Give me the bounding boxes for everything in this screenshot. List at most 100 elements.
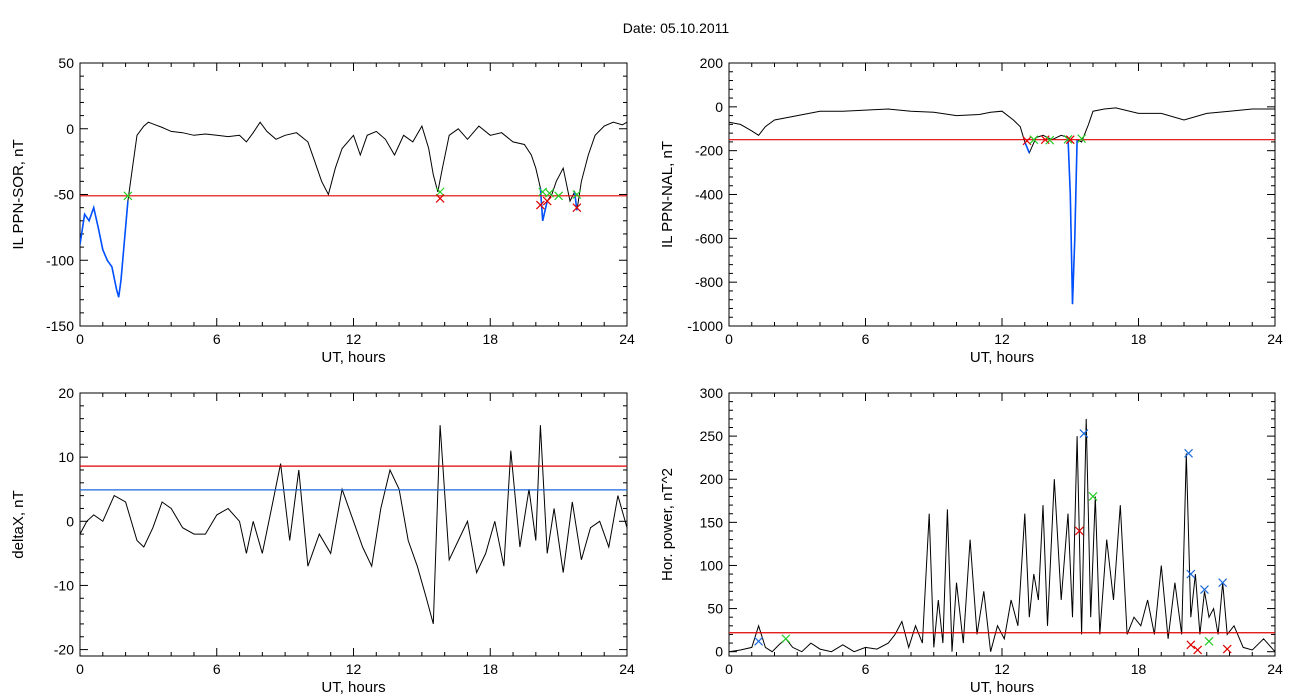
marker-stroke (123, 191, 133, 201)
marker-stroke (435, 194, 445, 203)
y-tick-label: -1000 (687, 318, 723, 334)
y-tick-label: -800 (695, 274, 723, 290)
marker-start (1029, 135, 1039, 145)
plot-area (80, 121, 627, 298)
highlight-segment (80, 201, 129, 298)
y-tick-label: -200 (695, 143, 723, 159)
x-tick-label: 24 (1267, 331, 1283, 347)
plot-area (729, 418, 1275, 653)
highlight-segment (1067, 137, 1078, 305)
x-tick-label: 24 (619, 661, 635, 677)
x-axis-label: UT, hours (970, 679, 1034, 696)
y-axis-label: deltaX, nT (10, 490, 27, 558)
marker-stroke (1193, 645, 1203, 655)
marker-stroke (781, 634, 791, 644)
data-line-series-0 (729, 418, 1275, 653)
y-axis-label: IL PPN-SOR, nT (10, 139, 27, 249)
marker-stroke (1204, 636, 1214, 646)
marker-start (554, 191, 564, 201)
x-tick-label: 12 (346, 661, 362, 677)
marker-end (1065, 135, 1075, 145)
marker-stroke (1186, 640, 1196, 650)
y-tick-label: -600 (695, 230, 723, 246)
marker-stroke (1184, 448, 1193, 458)
x-axis-label: UT, hours (321, 349, 385, 366)
x-tick-label: 6 (213, 661, 221, 677)
plot-area (729, 107, 1275, 305)
marker-start (1088, 492, 1098, 501)
marker-stroke (1218, 578, 1228, 588)
highlight-segment (539, 187, 548, 221)
plot-frame (728, 392, 1276, 657)
y-tick-label: 250 (700, 428, 724, 444)
y-tick-label: 0 (715, 644, 723, 660)
marker-stroke (1063, 134, 1073, 144)
x-tick-label: 0 (76, 661, 84, 677)
marker-stroke (1222, 644, 1232, 654)
plot-frame (79, 392, 628, 657)
marker-stroke (538, 187, 548, 197)
y-tick-label: 0 (66, 121, 74, 137)
y-tick-label: 20 (58, 385, 74, 401)
marker-start (1077, 134, 1087, 144)
y-tick-label: 50 (707, 601, 723, 617)
y-tick-label: 0 (66, 513, 74, 529)
marker-stroke (754, 636, 763, 646)
marker-stroke (1022, 136, 1032, 146)
x-tick-label: 12 (994, 661, 1010, 677)
marker-stroke (572, 203, 582, 213)
marker-start (538, 187, 548, 197)
y-tick-label: -150 (46, 318, 74, 334)
y-tick-label: -20 (54, 642, 74, 658)
x-tick-label: 18 (1131, 661, 1147, 677)
marker-peak (1186, 569, 1196, 579)
highlight-segment (1024, 141, 1031, 154)
y-tick-label: -10 (54, 577, 74, 593)
x-tick-label: 0 (725, 331, 733, 347)
y-tick-label: 200 (700, 55, 724, 71)
plot-area (80, 425, 627, 625)
x-tick-label: 0 (725, 661, 733, 677)
x-tick-label: 6 (862, 331, 870, 347)
marker-stroke (545, 188, 554, 198)
y-axis-label: Hor. power, nT^2 (659, 468, 676, 581)
y-tick-label: 150 (700, 514, 724, 530)
marker-stroke (1079, 429, 1089, 438)
marker-stroke (554, 191, 564, 201)
figure-title: Date: 05.10.2011 (623, 20, 730, 36)
marker-start (545, 188, 554, 198)
marker-stroke (1074, 526, 1084, 536)
marker-end (535, 200, 545, 210)
y-tick-label: 0 (715, 99, 723, 115)
marker-end (435, 194, 445, 203)
marker-stroke (1065, 135, 1075, 145)
marker-stroke (572, 190, 582, 199)
marker-peak (1079, 429, 1089, 438)
panel-deltax: 0 6 12 18 24 -20 -10 0 10 20 UT, hours deltaX, nT (10, 385, 635, 696)
x-axis-label: UT, hours (321, 679, 385, 696)
x-tick-label: 12 (994, 331, 1010, 347)
y-tick-label: 300 (700, 385, 724, 401)
panel-il-ppn-sor: 0 6 12 18 24 -150 -100 -50 0 50 UT, hours IL PPN-SO… (10, 55, 635, 366)
y-tick-label: -50 (54, 187, 74, 203)
marker-stroke (1186, 569, 1196, 579)
y-tick-label: 10 (58, 449, 74, 465)
marker-peak (754, 636, 763, 646)
marker-start (1045, 135, 1055, 145)
marker-stroke (1040, 135, 1050, 145)
data-line-series-0 (80, 425, 627, 625)
marker-start (435, 187, 445, 197)
marker-start (1063, 134, 1073, 144)
x-axis-label: UT, hours (970, 349, 1034, 366)
y-tick-label: 200 (700, 471, 724, 487)
marker-end (572, 203, 582, 213)
marker-stroke (535, 200, 545, 210)
marker-start (781, 634, 791, 644)
x-tick-label: 0 (76, 331, 84, 347)
y-axis-label: IL PPN-NAL, nT (659, 141, 676, 248)
marker-stroke (1029, 135, 1039, 145)
marker-start (1204, 636, 1214, 646)
marker-stroke (435, 187, 445, 197)
marker-end (1186, 640, 1196, 650)
